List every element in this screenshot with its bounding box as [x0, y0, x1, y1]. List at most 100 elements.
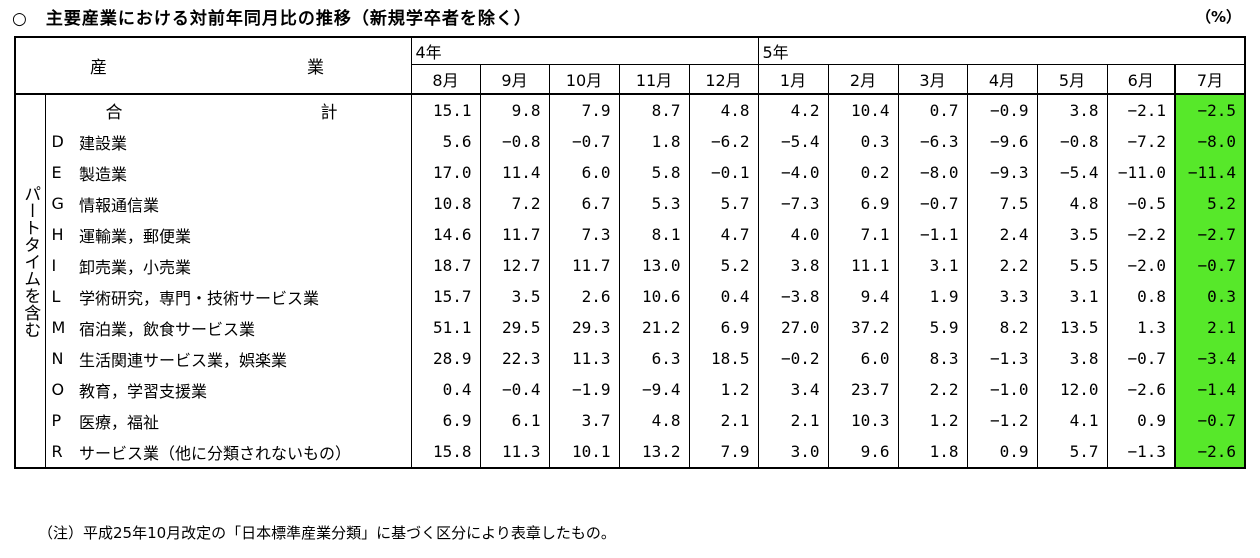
- value-cell: 3.0: [757, 436, 829, 468]
- value-cell: 0.7: [897, 93, 968, 126]
- value-cell: 7.5: [966, 188, 1038, 219]
- value-cell: 0.3: [827, 126, 899, 157]
- highlighted-value-cell: −8.0: [1174, 126, 1246, 157]
- industry-code: L: [44, 281, 75, 312]
- footnote: （注）平成25年10月改定の「日本標準産業分類」に基づく区分により表章したもの。: [38, 524, 616, 542]
- value-cell: 6.7: [548, 188, 620, 219]
- highlighted-value-cell: 5.2: [1174, 188, 1246, 219]
- value-cell: 5.6: [410, 126, 481, 157]
- value-cell: −1.3: [1106, 436, 1176, 468]
- value-cell: 6.9: [688, 312, 759, 343]
- industry-name: 医療，福祉: [75, 405, 412, 436]
- industry-code: P: [44, 405, 75, 436]
- month-header: 11月: [618, 64, 690, 95]
- value-cell: 7.2: [479, 188, 550, 219]
- industry-code: G: [44, 188, 75, 219]
- value-cell: 15.7: [410, 281, 481, 312]
- value-cell: 3.8: [1036, 343, 1108, 374]
- value-cell: 0.4: [410, 374, 481, 405]
- highlighted-value-cell: −0.7: [1174, 405, 1246, 436]
- table-row: M 宿泊業，飲食サービス業 51.1 29.5 29.3 21.2 6.9 27.0 37.2 5…: [15, 312, 1246, 343]
- value-cell: 5.7: [688, 188, 759, 219]
- value-cell: −1.3: [966, 343, 1038, 374]
- value-cell: 8.7: [618, 93, 690, 126]
- value-cell: −0.9: [966, 93, 1038, 126]
- value-cell: 23.7: [827, 374, 899, 405]
- value-cell: 21.2: [618, 312, 690, 343]
- value-cell: −1.9: [548, 374, 620, 405]
- value-cell: 13.5: [1036, 312, 1108, 343]
- value-cell: 14.6: [410, 219, 481, 250]
- value-cell: −9.4: [618, 374, 690, 405]
- value-cell: 11.3: [548, 343, 620, 374]
- value-cell: 6.0: [548, 157, 620, 188]
- value-cell: 2.2: [897, 374, 968, 405]
- value-cell: 8.3: [897, 343, 968, 374]
- value-cell: 0.4: [688, 281, 759, 312]
- value-cell: 11.3: [479, 436, 550, 468]
- industry-name: 生活関連サービス業，娯楽業: [75, 343, 412, 374]
- value-cell: 3.4: [757, 374, 829, 405]
- total-label: 合計: [44, 93, 412, 126]
- value-cell: 22.3: [479, 343, 550, 374]
- highlighted-value-cell: −0.7: [1174, 250, 1246, 281]
- month-header-row: 8月 9月 10月 11月 12月 1月 2月 3月 4月 5月 6月 7月: [15, 64, 1246, 95]
- value-cell: 3.1: [897, 250, 968, 281]
- month-header: 8月: [410, 64, 481, 95]
- industry-code: M: [44, 312, 75, 343]
- industry-header-right: 業: [307, 58, 324, 78]
- value-cell: 7.1: [827, 219, 899, 250]
- value-cell: 3.8: [1036, 93, 1108, 126]
- value-cell: 1.2: [688, 374, 759, 405]
- value-cell: 0.9: [966, 436, 1038, 468]
- value-cell: −3.8: [757, 281, 829, 312]
- month-header: 5月: [1036, 64, 1108, 95]
- year-header-4: 4年: [410, 36, 759, 65]
- month-header: 10月: [548, 64, 620, 95]
- value-cell: 4.1: [1036, 405, 1108, 436]
- table-row: L 学術研究，専門・技術サービス業 15.7 3.5 2.6 10.6 0.4 −3.8 9.4…: [15, 281, 1246, 312]
- value-cell: 10.6: [618, 281, 690, 312]
- value-cell: 6.1: [479, 405, 550, 436]
- industry-name: 情報通信業: [75, 188, 412, 219]
- industry-header-left: 産: [90, 58, 107, 78]
- industry-code: I: [44, 250, 75, 281]
- value-cell: 13.0: [618, 250, 690, 281]
- value-cell: 1.9: [897, 281, 968, 312]
- value-cell: 9.6: [827, 436, 899, 468]
- industry-code: R: [44, 436, 75, 468]
- value-cell: 8.2: [966, 312, 1038, 343]
- value-cell: 37.2: [827, 312, 899, 343]
- industry-name: 製造業: [75, 157, 412, 188]
- value-cell: 2.2: [966, 250, 1038, 281]
- industry-change-table: 産業 4年 5年 8月 9月 10月 11月 12月 1月 2月 3月 4月 5月 6月 7月 パート…: [14, 36, 1246, 469]
- value-cell: 10.4: [827, 93, 899, 126]
- value-cell: −0.8: [1036, 126, 1108, 157]
- total-label-right: 計: [320, 103, 338, 123]
- month-header: 3月: [897, 64, 968, 95]
- highlighted-value-cell: −3.4: [1174, 343, 1246, 374]
- value-cell: −1.0: [966, 374, 1038, 405]
- value-cell: 17.0: [410, 157, 481, 188]
- highlighted-value-cell: −1.4: [1174, 374, 1246, 405]
- value-cell: 3.5: [479, 281, 550, 312]
- table-row: N 生活関連サービス業，娯楽業 28.9 22.3 11.3 6.3 18.5 −0.2 6.0…: [15, 343, 1246, 374]
- value-cell: 51.1: [410, 312, 481, 343]
- value-cell: −2.6: [1106, 374, 1176, 405]
- value-cell: 8.1: [618, 219, 690, 250]
- value-cell: 12.7: [479, 250, 550, 281]
- value-cell: −6.2: [688, 126, 759, 157]
- value-cell: 15.8: [410, 436, 481, 468]
- value-cell: −4.0: [757, 157, 829, 188]
- table-row-total: パートタイムを含む合計 15.1 9.8 7.9 8.7 4.8 4.2 10.4 0.7 −0.…: [14, 93, 1246, 468]
- table-row: P 医療，福祉 6.9 6.1 3.7 4.8 2.1 2.1 10.3 1.2 −1.2 4.1 0.…: [15, 405, 1246, 436]
- table-row: D 建設業 5.6 −0.8 −0.7 1.8 −6.2 −5.4 0.3 −6.3 −9.6 −0.…: [15, 126, 1246, 157]
- highlighted-value-cell: −2.5: [1174, 93, 1246, 126]
- industry-name: 建設業: [75, 126, 412, 157]
- value-cell: 4.8: [618, 405, 690, 436]
- table-body: パートタイムを含む合計 15.1 9.8 7.9 8.7 4.8 4.2 10.4 0.7 −0.…: [14, 93, 1246, 468]
- industry-name: サービス業（他に分類されないもの）: [75, 436, 412, 468]
- table-row: E 製造業 17.0 11.4 6.0 5.8 −0.1 −4.0 0.2 −8.0 −9.3 −5.…: [15, 157, 1246, 188]
- industry-name: 教育，学習支援業: [75, 374, 412, 405]
- value-cell: 29.5: [479, 312, 550, 343]
